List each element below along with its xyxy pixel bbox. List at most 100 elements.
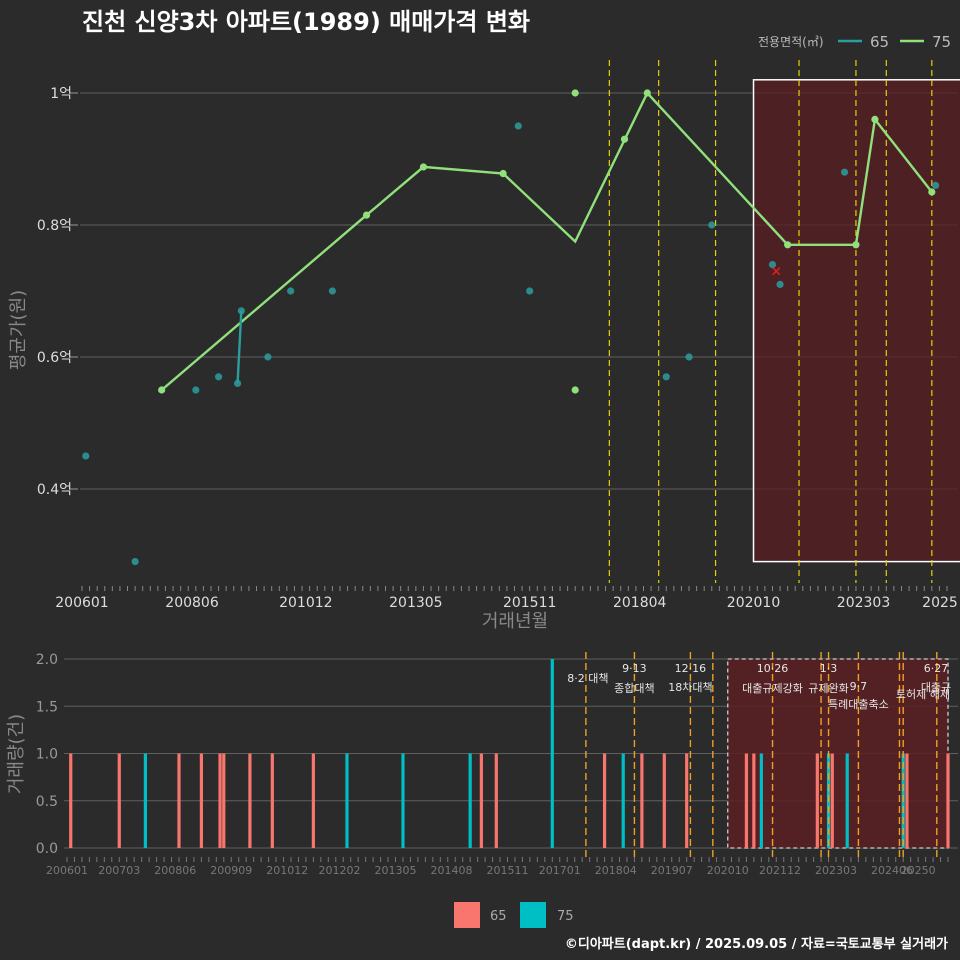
bottom-legend: 65 75 (454, 902, 574, 928)
series-65-point (328, 287, 336, 295)
series-75-point (784, 241, 792, 249)
top-x-tick-label: 200806 (165, 595, 219, 611)
event-label: 종합대책 (614, 682, 654, 695)
top-x-tick-label: 200601 (55, 595, 108, 611)
event-date: 9·13 (622, 662, 647, 675)
legend-label-75: 75 (932, 33, 951, 51)
series-65-point (514, 122, 522, 130)
series-65-point (776, 280, 784, 288)
bottom-x-ticks: 200601 200703 200806 200909 201012 201202 2013… (46, 857, 949, 877)
bar-75 (401, 753, 405, 848)
bar-65 (479, 753, 483, 848)
bar-65 (905, 753, 909, 848)
bar-65 (830, 753, 834, 848)
bottom-x-tick-label: 200806 (154, 864, 196, 877)
bar-65 (602, 753, 607, 848)
series-75-point (852, 241, 860, 249)
bottom-event-labels: 8·2 대책 9·13 종합대책 12·16 18차대책 10·26 대출규제강화 1·3 규제… (567, 662, 951, 711)
series-75-line (160, 90, 933, 391)
event-label: 대출규제강화 (742, 682, 803, 695)
event-label: 18차대책 (668, 681, 712, 694)
series-75-point (928, 188, 936, 196)
bottom-x-tick-label: 201202 (319, 864, 361, 877)
top-x-ticks: 200601 200806 201012 201305 201511 201804 2020… (55, 586, 958, 611)
bottom-legend-swatch-75 (520, 902, 546, 928)
bar-65 (640, 753, 644, 848)
event-date: 1·3 (820, 662, 838, 675)
event-label: 대출규 (921, 681, 951, 694)
top-highlight-region (752, 79, 960, 563)
series-75-point (620, 135, 629, 143)
top-y-ticks: 0.4억 0.6억 0.8억 1억 (37, 86, 78, 498)
series-75-point (419, 163, 428, 171)
bar-65 (69, 753, 73, 848)
event-label: 8·2 대책 (567, 672, 608, 685)
event-label: 특례대출축소 (828, 698, 889, 711)
bottom-x-tick-label: 202406 (871, 864, 913, 877)
series-65-point (233, 379, 242, 387)
bar-65 (494, 753, 498, 848)
credit-text: ©디아파트(dapt.kr) / 2025.09.05 / 자료=국토교통부 실… (565, 936, 948, 952)
series-65-point (82, 452, 90, 460)
series-75-point (571, 386, 579, 394)
top-highlight-box (752, 79, 960, 563)
chart-title: 진천 신양3차 아파트(1989) 매매가격 변화 (82, 8, 530, 36)
legend-title: 전용면적(㎡) (758, 35, 824, 49)
top-series-points (82, 89, 940, 566)
series-75-point (362, 211, 371, 219)
series-65-point (192, 386, 200, 394)
series-65-point (932, 181, 940, 189)
bar-65 (177, 753, 181, 848)
bar-75 (345, 753, 349, 848)
series-65-point (287, 287, 295, 295)
bar-75 (845, 753, 849, 848)
bottom-x-tick-label: 200909 (210, 864, 252, 877)
bottom-y-tick-label: 1.0 (36, 747, 58, 763)
bottom-highlight-box (727, 658, 949, 849)
top-x-tick-label: 201511 (503, 595, 556, 611)
event-date: 10·26 (757, 662, 789, 675)
bar-75 (550, 659, 554, 848)
series-65-point (662, 373, 670, 381)
bar-65 (946, 753, 950, 848)
bottom-y-tick-label: 2.0 (36, 652, 58, 668)
bar-65 (815, 753, 819, 848)
top-event-lines (608, 60, 933, 583)
bar-65 (744, 753, 749, 848)
series-75-point (643, 89, 651, 97)
bottom-x-tick-label: 200601 (46, 864, 88, 877)
bar-65 (311, 753, 315, 848)
bar-75 (621, 753, 625, 848)
series-75-point (499, 169, 507, 178)
bar-65 (685, 753, 689, 848)
bottom-x-tick-label: 20250 (901, 864, 936, 877)
bottom-x-tick-label: 201012 (266, 864, 308, 877)
event-date: 12·16 (675, 662, 707, 675)
bottom-x-tick-label: 202010 (707, 864, 749, 877)
top-x-tick-label: 2025 (922, 595, 958, 611)
bottom-x-tick-label: 202112 (759, 864, 801, 877)
series-65-point (685, 353, 693, 361)
bar-75 (468, 753, 472, 848)
bar-65 (222, 753, 226, 848)
bottom-y-ticks: 0.0 0.5 1.0 1.5 2.0 (36, 652, 58, 857)
series-65-line (236, 310, 243, 384)
event-date: 9·7 (850, 680, 868, 693)
bottom-legend-label-65: 65 (490, 909, 507, 924)
series-65-point (526, 287, 534, 295)
bottom-x-tick-label: 201305 (375, 864, 417, 877)
series-65-point (237, 307, 245, 315)
series-65-point (264, 353, 272, 361)
event-label: 규제완화 (808, 682, 848, 695)
top-y-tick-label: 0.6억 (37, 350, 72, 366)
bar-65 (662, 753, 666, 848)
series-65-point (840, 168, 849, 176)
bottom-x-tick-label: 202303 (815, 864, 857, 877)
bottom-x-tick-label: 200703 (98, 864, 140, 877)
top-x-tick-label: 201305 (389, 595, 442, 611)
top-y-tick-label: 0.4억 (37, 482, 72, 498)
series-65-point (708, 221, 716, 229)
event-date: 6·27 (924, 662, 949, 675)
top-x-tick-label: 202303 (837, 595, 890, 611)
